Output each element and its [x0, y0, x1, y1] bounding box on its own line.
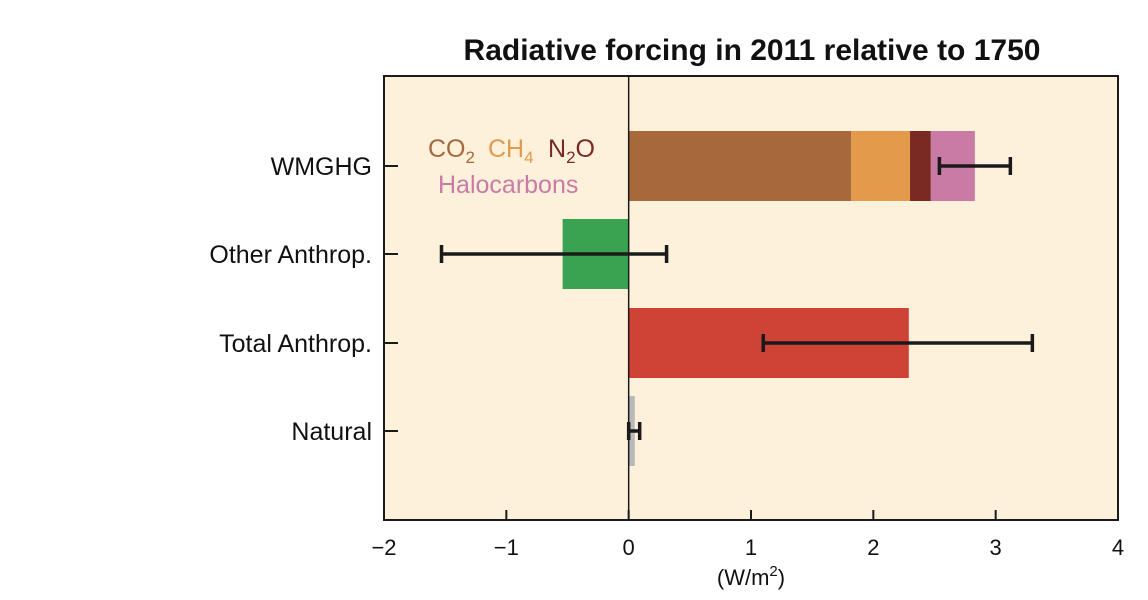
x-axis-label-close: ): [778, 565, 785, 590]
bar-n2o: [910, 131, 931, 201]
legend-text: CH: [488, 135, 524, 163]
x-axis-label: (W/m2): [717, 563, 785, 590]
category-label: Other Anthrop.: [209, 241, 372, 269]
error-bar-other-anthrop: [439, 245, 669, 263]
legend-entry-halocarbons: Halocarbons: [438, 171, 578, 199]
legend-entry-no: N2O: [548, 135, 595, 167]
x-tick-label: 1: [745, 535, 757, 560]
legend-subscript: 2: [466, 148, 475, 167]
legend-text: N: [548, 135, 566, 163]
category-label: WMGHG: [271, 153, 372, 181]
category-label: Total Anthrop.: [219, 330, 372, 358]
x-axis-label-base: (W/m: [717, 565, 770, 590]
x-tick-label: −2: [371, 535, 396, 560]
legend-text: CO: [428, 135, 466, 163]
category-label: Natural: [291, 418, 372, 446]
legend-text-tail: O: [576, 135, 595, 163]
error-bar-natural: [626, 422, 642, 440]
x-tick-label: 0: [623, 535, 635, 560]
x-tick-label: 4: [1112, 535, 1124, 560]
legend-subscript: 2: [566, 148, 575, 167]
x-tick-label: −1: [494, 535, 519, 560]
x-tick-label: 2: [867, 535, 879, 560]
error-bar-wmghg: [937, 157, 1013, 175]
x-axis-label-sup: 2: [769, 563, 777, 580]
x-tick-label: 3: [990, 535, 1002, 560]
legend-text: Halocarbons: [438, 171, 578, 199]
legend-subscript: 4: [524, 148, 533, 167]
bar-co2: [628, 131, 852, 201]
legend-entry-co: CO2: [428, 135, 475, 167]
chart-title: Radiative forcing in 2011 relative to 17…: [464, 34, 1041, 67]
legend-entry-ch: CH4: [488, 135, 534, 167]
error-bar-total-anthrop: [761, 334, 1035, 352]
bar-ch4: [851, 131, 911, 201]
